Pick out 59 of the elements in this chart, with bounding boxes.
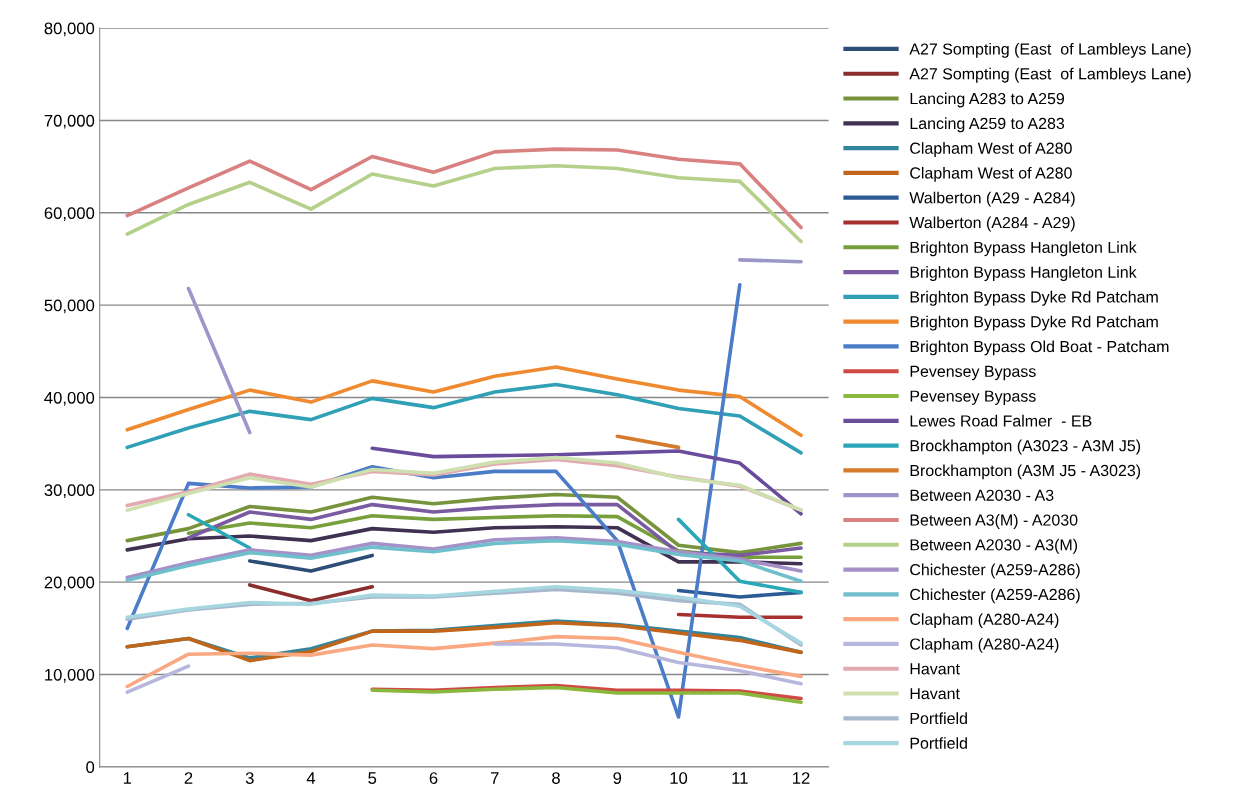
legend-label: Portfield bbox=[910, 737, 967, 749]
legend-label: Havant bbox=[910, 663, 960, 675]
x-tick-label: 4 bbox=[306, 772, 316, 784]
legend-label: Brighton Bypass Hangleton Link bbox=[910, 241, 1137, 257]
x-tick-label: 5 bbox=[368, 772, 377, 784]
x-tick-label: 7 bbox=[490, 772, 499, 784]
legend-label: Brockhampton (A3023 - A3M J5) bbox=[910, 439, 1141, 455]
x-tick-label: 3 bbox=[245, 772, 254, 784]
legend-label: Lancing A259 to A283 bbox=[910, 117, 1065, 133]
legend-label: Brighton Bypass Dyke Rd Patcham bbox=[910, 290, 1158, 306]
legend-label: Brighton Bypass Hangleton Link bbox=[910, 266, 1137, 281]
legend-label: Clapham West of A280 bbox=[910, 142, 1072, 158]
legend-label: Lancing A283 to A259 bbox=[910, 92, 1065, 108]
x-tick-label: 12 bbox=[793, 772, 810, 784]
line-series bbox=[186, 502, 803, 558]
legend-label: Chichester (A259-A286) bbox=[910, 588, 1080, 604]
legend-label: Clapham West of A280 bbox=[910, 166, 1072, 182]
x-tick-label: 1 bbox=[123, 772, 132, 784]
line-series bbox=[370, 446, 803, 516]
line-series bbox=[370, 685, 803, 705]
y-tick-label: 0 bbox=[86, 761, 95, 774]
x-tick-label: 11 bbox=[732, 772, 748, 784]
y-tick-label: 30,000 bbox=[44, 484, 95, 498]
legend-label: Lewes Road Falmer - EB bbox=[910, 414, 1092, 427]
y-tick-label: 80,000 bbox=[44, 22, 95, 37]
legend-label: A27 Sompting (East of Lambleys Lane) bbox=[909, 67, 1191, 83]
legend-label: Portfield bbox=[910, 712, 967, 725]
line-series bbox=[125, 365, 803, 438]
y-tick-label: 50,000 bbox=[44, 299, 95, 314]
y-tick-label: 10,000 bbox=[45, 668, 95, 683]
y-tick-label: 20,000 bbox=[44, 576, 95, 591]
y-tick-label: 60,000 bbox=[44, 207, 95, 221]
legend-label: Between A2030 - A3 bbox=[910, 489, 1054, 501]
x-tick-label: 2 bbox=[184, 772, 193, 784]
legend-label: Walberton (A29 - A284) bbox=[909, 191, 1075, 207]
legend-label: Between A2030 - A3(M) bbox=[910, 538, 1078, 554]
legend-label: Clapham (A280-A24) bbox=[910, 637, 1059, 653]
legend-label: Pevensey Bypass bbox=[910, 390, 1036, 405]
y-tick-label: 70,000 bbox=[44, 114, 95, 129]
legend-label: Brighton Bypass Dyke Rd Patcham bbox=[910, 315, 1158, 331]
line-series bbox=[125, 382, 803, 455]
y-tick-label: 40,000 bbox=[44, 391, 95, 406]
legend-label: Walberton (A284 - A29) bbox=[909, 216, 1075, 232]
legend-label: Pevensey Bypass bbox=[910, 365, 1036, 381]
legend-label: Clapham (A280-A24) bbox=[910, 613, 1059, 629]
x-tick-label: 8 bbox=[552, 772, 560, 784]
legend-label: Chichester (A259-A286) bbox=[910, 563, 1080, 579]
legend-label: Between A3(M) - A2030 bbox=[910, 514, 1078, 529]
line-series bbox=[125, 163, 803, 244]
legend-label: Brockhampton (A3M J5 - A3023) bbox=[910, 464, 1141, 480]
x-tick-label: 10 bbox=[670, 772, 688, 784]
line-series bbox=[125, 634, 803, 689]
line-series bbox=[125, 147, 803, 230]
legend-label: Havant bbox=[910, 688, 960, 700]
x-tick-label: 9 bbox=[613, 772, 622, 784]
x-tick-label: 6 bbox=[429, 772, 438, 784]
legend-label: A27 Sompting (East of Lambleys Lane) bbox=[909, 42, 1191, 58]
legend-label: Brighton Bypass Old Boat - Patcham bbox=[910, 340, 1169, 356]
line-series bbox=[125, 492, 803, 555]
